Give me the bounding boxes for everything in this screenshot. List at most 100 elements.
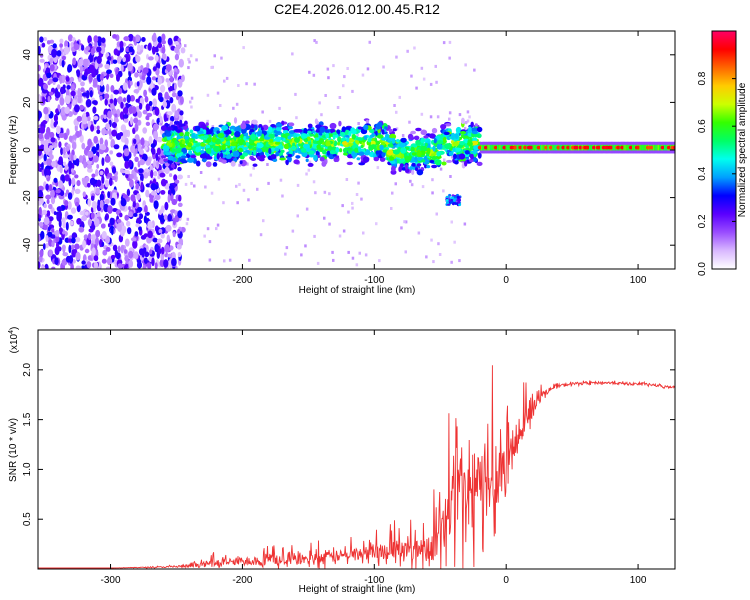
heatmap-cell xyxy=(355,193,359,196)
heatmap-cell xyxy=(90,234,97,241)
heatmap-cell xyxy=(41,162,44,170)
heatmap-cell xyxy=(82,191,87,198)
heatmap-cell xyxy=(327,145,333,151)
heatmap-cell xyxy=(420,112,424,116)
heatmap-cell xyxy=(393,104,396,107)
heatmap-cell xyxy=(523,145,528,150)
heatmap-cell xyxy=(43,153,47,162)
heatmap-cell xyxy=(195,143,201,147)
heatmap-cell xyxy=(187,66,190,70)
heatmap-cell xyxy=(453,240,456,244)
heatmap-cell xyxy=(62,161,67,166)
heatmap-cell xyxy=(429,82,433,86)
heatmap-cell xyxy=(161,53,167,60)
heatmap-cell xyxy=(129,173,134,180)
heatmap-cell xyxy=(404,250,407,254)
heatmap-cell xyxy=(140,137,145,146)
heatmap-cell xyxy=(314,191,317,195)
heatmap-cell xyxy=(142,109,148,115)
heatmap-cell xyxy=(452,141,459,147)
heatmap-cell xyxy=(147,220,153,230)
heatmap-cell xyxy=(87,218,93,227)
heatmap-cell xyxy=(173,82,177,91)
heatmap-cell xyxy=(120,63,124,73)
heatmap-cell xyxy=(150,183,157,191)
heatmap-cell xyxy=(194,125,201,132)
heatmap-cell xyxy=(114,113,118,118)
heatmap-cell xyxy=(53,211,57,216)
heatmap-cell xyxy=(410,146,415,153)
heatmap-cell xyxy=(450,200,454,204)
heatmap-cell xyxy=(52,77,59,83)
heatmap-cell xyxy=(415,167,418,172)
heatmap-cell xyxy=(127,33,134,42)
heatmap-cell xyxy=(403,220,406,224)
heatmap-cell xyxy=(148,136,153,145)
heatmap-cell xyxy=(340,137,346,142)
y-tick-label: 20 xyxy=(22,96,33,108)
heatmap-cell xyxy=(58,219,62,228)
heatmap-cell xyxy=(332,153,337,157)
heatmap-cell xyxy=(439,167,443,171)
heatmap-cell xyxy=(184,44,187,48)
heatmap-cell xyxy=(142,264,147,269)
heatmap-cell xyxy=(92,77,98,87)
heatmap-cell xyxy=(44,263,49,269)
x-tick-label: -200 xyxy=(232,275,252,286)
heatmap-cell xyxy=(145,103,150,112)
y-tick-label: 1.5 xyxy=(22,412,33,426)
heatmap-cell xyxy=(308,70,311,74)
heatmap-cell xyxy=(123,249,128,254)
heatmap-cell xyxy=(51,48,57,58)
heatmap-cell xyxy=(609,145,614,150)
heatmap-cell xyxy=(473,144,480,151)
heatmap-cell xyxy=(351,256,355,260)
heatmap-cell xyxy=(460,131,467,135)
heatmap-cell xyxy=(251,119,258,125)
heatmap-cell xyxy=(147,42,152,51)
heatmap-cell xyxy=(446,159,453,163)
heatmap-cell xyxy=(195,58,198,62)
heatmap-cell xyxy=(176,43,182,49)
heatmap-cell xyxy=(291,145,297,151)
heatmap-cell xyxy=(326,150,331,156)
heatmap-cell xyxy=(67,214,73,220)
heatmap-cell xyxy=(71,168,74,173)
heatmap-cell xyxy=(343,152,348,156)
heatmap-cell xyxy=(52,43,57,49)
heatmap-cell xyxy=(561,145,566,150)
heatmap-cell xyxy=(436,151,441,157)
heatmap-cell xyxy=(160,178,167,187)
heatmap-cell xyxy=(319,126,326,133)
heatmap-cell xyxy=(312,73,316,77)
heatmap-cell xyxy=(101,157,105,167)
heatmap-cell xyxy=(66,128,70,136)
heatmap-cell xyxy=(280,149,285,153)
heatmap-cell xyxy=(446,201,449,205)
heatmap-cell xyxy=(184,131,190,136)
heatmap-cell xyxy=(302,143,310,149)
heatmap-cell xyxy=(275,126,282,132)
heatmap-cell xyxy=(101,127,107,136)
heatmap-cell xyxy=(347,210,350,214)
heatmap-cell xyxy=(174,139,178,146)
heatmap-cell xyxy=(186,217,190,221)
heatmap-cell xyxy=(169,193,174,202)
heatmap-cell xyxy=(38,64,41,72)
heatmap-cell xyxy=(161,33,166,42)
heatmap-cell xyxy=(401,134,405,137)
heatmap-cell xyxy=(171,198,178,206)
heatmap-cell xyxy=(130,144,136,154)
heatmap-cell xyxy=(54,246,60,256)
heatmap-cell xyxy=(293,129,301,133)
heatmap-cell xyxy=(362,231,365,235)
heatmap-cell xyxy=(105,83,110,93)
heatmap-cell xyxy=(38,206,42,216)
heatmap-cell xyxy=(99,84,105,93)
heatmap-cell xyxy=(109,73,114,79)
heatmap-cell xyxy=(266,163,269,166)
heatmap-cell xyxy=(148,100,153,107)
heatmap-cell xyxy=(502,145,507,150)
heatmap-cell xyxy=(410,130,416,135)
heatmap-cell xyxy=(240,133,244,140)
